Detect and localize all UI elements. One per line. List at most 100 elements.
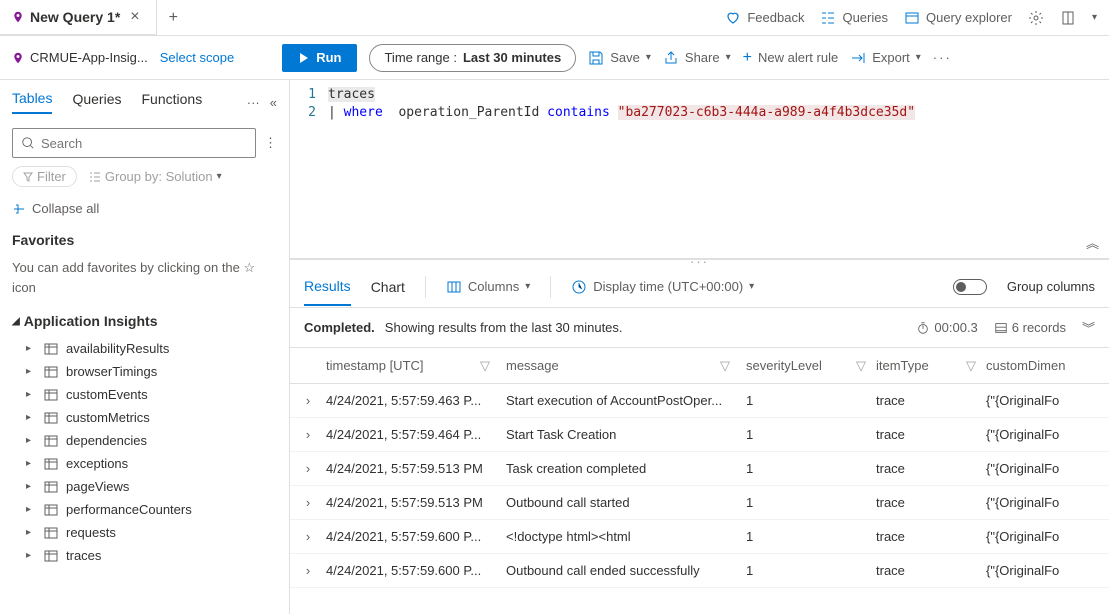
expand-row-icon[interactable]: › xyxy=(290,495,326,510)
new-alert-button[interactable]: + New alert rule xyxy=(743,50,839,66)
play-icon xyxy=(298,52,310,64)
header-timestamp[interactable]: timestamp [UTC]▽ xyxy=(326,358,506,374)
tree-item-customMetrics[interactable]: ▸customMetrics xyxy=(12,406,277,429)
query-tab[interactable]: New Query 1* × xyxy=(0,0,157,36)
tab-tables[interactable]: Tables xyxy=(12,90,52,114)
table-row[interactable]: ›4/24/2021, 5:57:59.513 PMOutbound call … xyxy=(290,486,1109,520)
table-row[interactable]: ›4/24/2021, 5:57:59.464 P...Start Task C… xyxy=(290,418,1109,452)
expand-row-icon[interactable]: › xyxy=(290,529,326,544)
cell-itemtype: trace xyxy=(876,461,986,476)
header-itemtype[interactable]: itemType▽ xyxy=(876,358,986,374)
tree-item-label: exceptions xyxy=(66,456,128,471)
table-icon xyxy=(44,480,58,494)
cell-message: Task creation completed xyxy=(506,461,746,476)
display-time-button[interactable]: Display time (UTC+00:00)▾ xyxy=(571,279,754,295)
cell-message: Start Task Creation xyxy=(506,427,746,442)
collapse-icon xyxy=(12,202,26,216)
cell-timestamp: 4/24/2021, 5:57:59.463 P... xyxy=(326,393,506,408)
tree-item-dependencies[interactable]: ▸dependencies xyxy=(12,429,277,452)
tree-item-availabilityResults[interactable]: ▸availabilityResults xyxy=(12,337,277,360)
table-icon xyxy=(44,434,58,448)
tree-item-label: pageViews xyxy=(66,479,129,494)
sidebar-tabs: Tables Queries Functions ··· « xyxy=(12,90,277,114)
table-row[interactable]: ›4/24/2021, 5:57:59.513 PMTask creation … xyxy=(290,452,1109,486)
cell-custom: {"{OriginalFo xyxy=(986,529,1076,544)
expand-row-icon[interactable]: › xyxy=(290,563,326,578)
tree-item-customEvents[interactable]: ▸customEvents xyxy=(12,383,277,406)
select-scope-link[interactable]: Select scope xyxy=(160,50,234,65)
query-editor[interactable]: 12 traces | where operation_ParentId con… xyxy=(290,80,1109,260)
gear-icon[interactable] xyxy=(1028,10,1044,26)
cell-timestamp: 4/24/2021, 5:57:59.513 PM xyxy=(326,461,506,476)
close-tab-icon[interactable]: × xyxy=(126,8,143,26)
record-count: 6 records xyxy=(994,320,1066,335)
header-custom[interactable]: customDimen xyxy=(986,358,1076,373)
share-button[interactable]: Share▾ xyxy=(663,50,731,66)
collapse-all-button[interactable]: Collapse all xyxy=(12,201,277,216)
sidebar: Tables Queries Functions ··· « ⋮ Filter … xyxy=(0,80,290,614)
header-severity[interactable]: severityLevel▽ xyxy=(746,358,876,374)
expand-row-icon[interactable]: › xyxy=(290,393,326,408)
filter-icon[interactable]: ▽ xyxy=(480,358,490,374)
collapse-sidebar-icon[interactable]: « xyxy=(270,95,277,110)
filter-icon[interactable]: ▽ xyxy=(856,358,866,374)
records-icon xyxy=(994,321,1008,335)
columns-button[interactable]: Columns▾ xyxy=(446,279,530,295)
book-icon[interactable] xyxy=(1060,10,1076,26)
stopwatch-icon xyxy=(916,321,930,335)
expand-row-icon[interactable]: › xyxy=(290,427,326,442)
collapse-editor-icon[interactable]: ︽ xyxy=(1086,233,1099,252)
tree-header-app-insights[interactable]: ◢ Application Insights xyxy=(12,313,277,329)
cell-severity: 1 xyxy=(746,427,876,442)
filter-button[interactable]: Filter xyxy=(12,166,77,187)
group-by-button[interactable]: Group by: Solution ▾ xyxy=(89,169,222,184)
search-input[interactable] xyxy=(41,136,247,151)
cell-itemtype: trace xyxy=(876,427,986,442)
favorites-description: You can add favorites by clicking on the… xyxy=(12,258,277,297)
cell-severity: 1 xyxy=(746,563,876,578)
tree-item-traces[interactable]: ▸traces xyxy=(12,544,277,567)
search-box[interactable] xyxy=(12,128,256,158)
tree-item-exceptions[interactable]: ▸exceptions xyxy=(12,452,277,475)
chevron-down-icon[interactable]: ▾ xyxy=(1092,12,1097,23)
expand-results-icon[interactable]: ︾ xyxy=(1082,318,1095,337)
tree-item-performanceCounters[interactable]: ▸performanceCounters xyxy=(12,498,277,521)
app-insights-icon xyxy=(12,11,24,23)
export-button[interactable]: Export▾ xyxy=(850,50,921,66)
table-icon xyxy=(44,457,58,471)
add-tab-button[interactable]: + xyxy=(157,9,190,27)
feedback-button[interactable]: Feedback xyxy=(725,10,804,26)
queries-button[interactable]: Queries xyxy=(820,10,888,26)
plus-icon: + xyxy=(743,50,752,66)
caret-right-icon: ▸ xyxy=(26,550,36,561)
time-range-button[interactable]: Time range : Last 30 minutes xyxy=(369,44,576,72)
tab-chart[interactable]: Chart xyxy=(371,269,405,305)
tree-item-label: availabilityResults xyxy=(66,341,169,356)
editor-code[interactable]: traces | where operation_ParentId contai… xyxy=(322,80,1109,258)
run-button[interactable]: Run xyxy=(282,44,357,72)
table-row[interactable]: ›4/24/2021, 5:57:59.600 P...Outbound cal… xyxy=(290,554,1109,588)
editor-gutter: 12 xyxy=(290,80,322,258)
tree-item-browserTimings[interactable]: ▸browserTimings xyxy=(12,360,277,383)
filter-icon[interactable]: ▽ xyxy=(720,358,730,374)
save-button[interactable]: Save▾ xyxy=(588,50,651,66)
more-icon[interactable]: ··· xyxy=(933,50,952,65)
search-more-icon[interactable]: ⋮ xyxy=(264,135,277,151)
more-icon[interactable]: ··· xyxy=(247,95,260,110)
scope-name[interactable]: CRMUE-App-Insig... xyxy=(12,50,148,65)
tab-queries[interactable]: Queries xyxy=(72,91,121,113)
group-columns-toggle[interactable] xyxy=(953,279,987,295)
tree-item-pageViews[interactable]: ▸pageViews xyxy=(12,475,277,498)
query-explorer-button[interactable]: Query explorer xyxy=(904,10,1012,26)
filter-icon[interactable]: ▽ xyxy=(966,358,976,374)
table-row[interactable]: ›4/24/2021, 5:57:59.600 P...<!doctype ht… xyxy=(290,520,1109,554)
caret-down-icon: ◢ xyxy=(12,316,20,327)
tab-functions[interactable]: Functions xyxy=(142,91,203,113)
drag-handle[interactable] xyxy=(290,260,1109,266)
table-row[interactable]: ›4/24/2021, 5:57:59.463 P...Start execut… xyxy=(290,384,1109,418)
header-message[interactable]: message▽ xyxy=(506,358,746,374)
expand-row-icon[interactable]: › xyxy=(290,461,326,476)
tree-item-requests[interactable]: ▸requests xyxy=(12,521,277,544)
caret-right-icon: ▸ xyxy=(26,412,36,423)
tab-results[interactable]: Results xyxy=(304,268,351,306)
